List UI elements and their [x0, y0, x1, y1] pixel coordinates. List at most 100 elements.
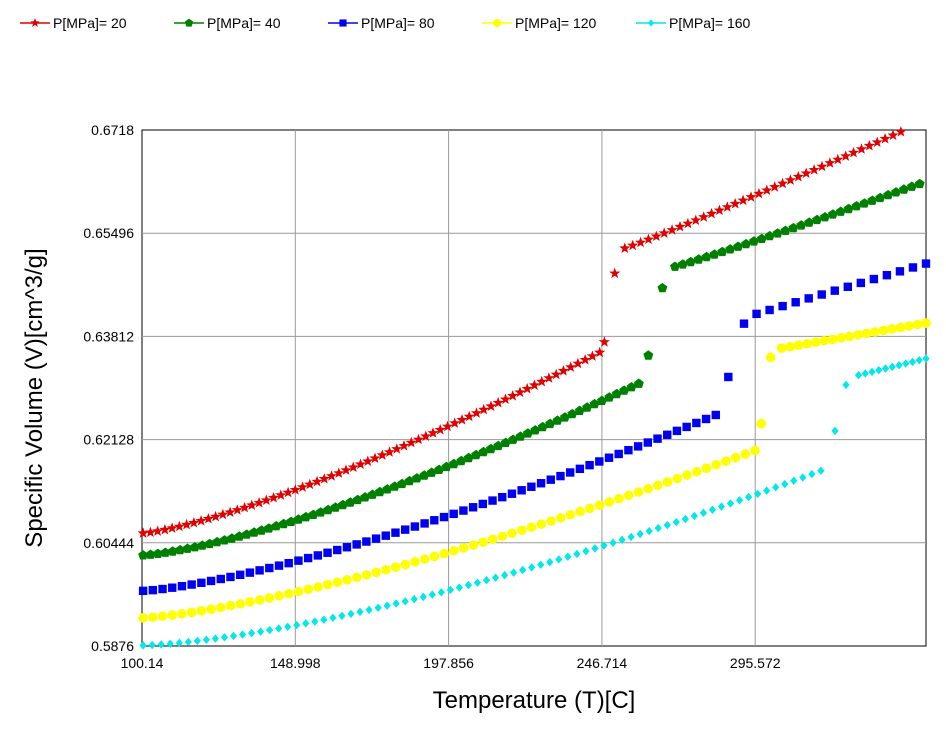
data-point	[690, 511, 698, 521]
data-point	[663, 520, 671, 530]
data-point	[507, 489, 517, 498]
data-point	[895, 322, 906, 333]
data-point	[585, 503, 595, 514]
data-point	[355, 458, 366, 469]
data-point	[515, 431, 526, 441]
data-point	[347, 609, 355, 619]
data-point	[650, 230, 662, 241]
y-tick-label: 0.60444	[83, 535, 134, 551]
data-point	[410, 522, 420, 531]
data-point	[204, 538, 215, 549]
data-point	[753, 187, 765, 199]
data-point	[565, 509, 576, 520]
data-point	[808, 469, 816, 479]
legend-item: P[MPa]= 160	[636, 15, 751, 31]
data-point	[869, 274, 879, 284]
data-point	[471, 407, 482, 418]
data-point	[340, 464, 352, 475]
data-point	[769, 181, 781, 192]
data-point	[257, 627, 265, 636]
data-point	[500, 437, 511, 447]
data-point	[690, 214, 702, 225]
data-point	[745, 191, 757, 202]
data-point	[498, 492, 507, 502]
series-1	[137, 126, 907, 538]
data-point	[781, 479, 789, 489]
data-point	[530, 425, 541, 435]
x-tick-label: 148.998	[270, 655, 321, 671]
data-point	[627, 239, 639, 251]
data-point	[294, 556, 303, 565]
data-point	[777, 177, 789, 189]
data-point	[175, 544, 186, 555]
data-point	[796, 220, 807, 230]
data-point	[284, 622, 292, 631]
data-point	[184, 637, 192, 647]
data-point	[591, 544, 599, 553]
data-point	[536, 519, 547, 529]
data-point	[888, 362, 896, 372]
data-point	[427, 427, 439, 438]
data-point	[434, 424, 446, 435]
data-point	[245, 568, 255, 577]
data-point	[247, 628, 256, 638]
data-point	[526, 522, 537, 533]
data-point	[565, 468, 575, 477]
data-point	[293, 586, 304, 597]
data-point	[717, 502, 726, 511]
data-point	[268, 492, 280, 503]
data-point	[804, 217, 815, 227]
legend-item: P[MPa]= 40	[174, 15, 281, 31]
data-point	[342, 575, 352, 585]
data-point	[352, 540, 361, 549]
data-point	[197, 578, 206, 588]
data-point	[827, 334, 838, 345]
data-point	[765, 352, 776, 363]
data-point	[685, 256, 696, 267]
data-point	[419, 592, 427, 602]
data-point	[235, 570, 245, 580]
data-point	[871, 136, 883, 147]
data-point	[275, 489, 287, 500]
data-point	[604, 392, 615, 402]
data-point	[594, 500, 605, 510]
data-point	[234, 531, 245, 541]
data-point	[552, 415, 563, 425]
data-point	[265, 563, 274, 573]
data-point	[643, 438, 653, 447]
data-point	[478, 499, 488, 509]
data-point	[761, 184, 773, 195]
data-point	[643, 350, 654, 360]
data-point	[320, 615, 328, 624]
data-point	[699, 508, 708, 518]
data-point	[315, 507, 326, 517]
data-point	[832, 153, 844, 165]
data-point	[618, 535, 626, 545]
data-point	[332, 577, 343, 588]
data-point	[182, 543, 193, 553]
data-point	[817, 290, 826, 299]
data-point	[303, 553, 313, 563]
data-point	[390, 562, 401, 572]
data-point	[887, 324, 897, 334]
data-point	[843, 203, 854, 214]
data-point	[255, 566, 264, 575]
data-point	[138, 613, 148, 623]
data-point	[274, 561, 284, 570]
data-point	[202, 513, 214, 524]
data-point	[879, 133, 891, 144]
data-point	[219, 535, 230, 545]
data-point	[446, 585, 454, 595]
data-point	[323, 548, 332, 557]
data-point	[868, 367, 876, 377]
data-point	[397, 478, 408, 489]
data-point	[682, 217, 694, 229]
data-point	[410, 594, 418, 604]
legend-label: P[MPa]= 120	[515, 15, 597, 31]
data-point	[500, 570, 509, 580]
data-point	[361, 570, 372, 580]
data-point	[455, 583, 464, 592]
data-point	[486, 443, 496, 454]
data-point	[672, 473, 683, 484]
data-point	[750, 445, 760, 456]
